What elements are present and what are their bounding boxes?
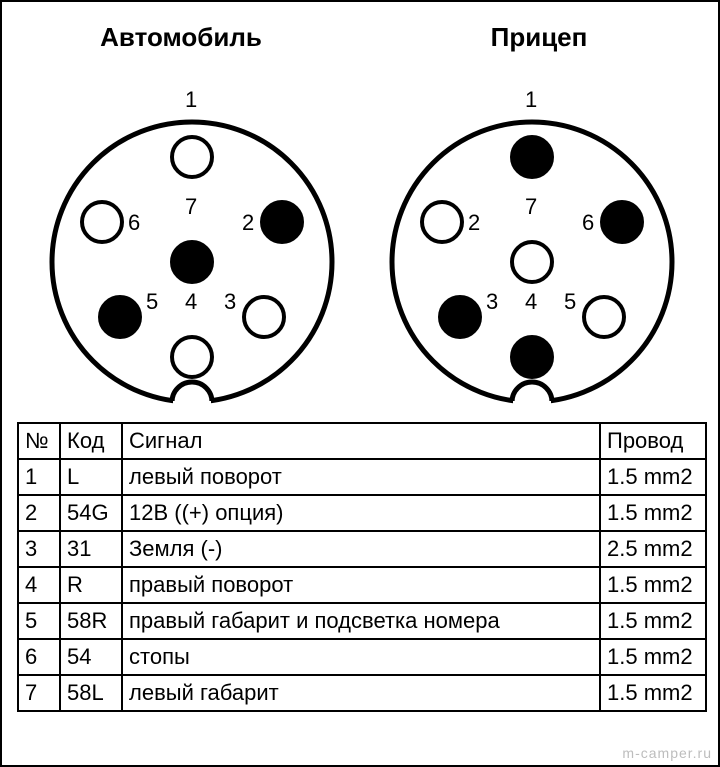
- pin-label-1: 1: [525, 87, 537, 112]
- th-code: Код: [60, 423, 122, 459]
- pin-label-5: 5: [146, 289, 158, 314]
- cell-r1-c1: 54G: [60, 495, 122, 531]
- cell-r3-c0: 4: [18, 567, 60, 603]
- watermark: m-camper.ru: [622, 745, 712, 761]
- heading-vehicle: Автомобиль: [2, 22, 360, 53]
- pin-1: [512, 137, 552, 177]
- headings-row: Автомобиль Прицеп: [2, 22, 718, 53]
- pin-label-3: 3: [224, 289, 236, 314]
- pin-label-1: 1: [185, 87, 197, 112]
- cell-r0-c2: левый поворот: [122, 459, 600, 495]
- pin-label-2: 2: [468, 210, 480, 235]
- table-row: 654стопы1.5 mm2: [18, 639, 706, 675]
- table-row: 4Rправый поворот1.5 mm2: [18, 567, 706, 603]
- diagram-area: 1 2 3 4 5 6 7 1 6 5 4 3 2 7: [2, 62, 718, 422]
- pin-5: [100, 297, 140, 337]
- pin-7: [512, 242, 552, 282]
- cell-r2-c1: 31: [60, 531, 122, 567]
- pin-label-2: 2: [242, 210, 254, 235]
- table-row: 758Lлевый габарит1.5 mm2: [18, 675, 706, 711]
- cell-r0-c0: 1: [18, 459, 60, 495]
- connector-trailer: 1 6 5 4 3 2 7: [392, 87, 672, 409]
- cell-r2-c3: 2.5 mm2: [600, 531, 706, 567]
- pin-7: [172, 242, 212, 282]
- cell-r5-c1: 54: [60, 639, 122, 675]
- cell-r0-c3: 1.5 mm2: [600, 459, 706, 495]
- cell-r5-c2: стопы: [122, 639, 600, 675]
- th-signal: Сигнал: [122, 423, 600, 459]
- pin-4: [512, 337, 552, 377]
- cell-r5-c3: 1.5 mm2: [600, 639, 706, 675]
- table-row: 1Lлевый поворот1.5 mm2: [18, 459, 706, 495]
- cell-r3-c2: правый поворот: [122, 567, 600, 603]
- cell-r4-c3: 1.5 mm2: [600, 603, 706, 639]
- th-num: №: [18, 423, 60, 459]
- pin-4: [172, 337, 212, 377]
- pin-3: [440, 297, 480, 337]
- cell-r1-c2: 12В ((+) опция): [122, 495, 600, 531]
- cell-r1-c0: 2: [18, 495, 60, 531]
- pin-table: № Код Сигнал Провод 1Lлевый поворот1.5 m…: [17, 422, 707, 712]
- th-wire: Провод: [600, 423, 706, 459]
- cell-r6-c0: 7: [18, 675, 60, 711]
- connector-vehicle: 1 2 3 4 5 6 7: [52, 87, 332, 409]
- cell-r3-c3: 1.5 mm2: [600, 567, 706, 603]
- pin-label-3: 3: [486, 289, 498, 314]
- table-row: 331Земля (-)2.5 mm2: [18, 531, 706, 567]
- cell-r6-c2: левый габарит: [122, 675, 600, 711]
- cell-r6-c3: 1.5 mm2: [600, 675, 706, 711]
- pin-label-4: 4: [185, 289, 197, 314]
- pin-6: [602, 202, 642, 242]
- pin-6: [82, 202, 122, 242]
- cell-r0-c1: L: [60, 459, 122, 495]
- table-row: 558Rправый габарит и подсветка номера1.5…: [18, 603, 706, 639]
- pin-label-7: 7: [185, 194, 197, 219]
- heading-trailer: Прицеп: [360, 22, 718, 53]
- cell-r6-c1: 58L: [60, 675, 122, 711]
- pin-1: [172, 137, 212, 177]
- pin-table-wrap: № Код Сигнал Провод 1Lлевый поворот1.5 m…: [17, 422, 707, 712]
- cell-r1-c3: 1.5 mm2: [600, 495, 706, 531]
- table-header-row: № Код Сигнал Провод: [18, 423, 706, 459]
- cell-r5-c0: 6: [18, 639, 60, 675]
- pin-label-4: 4: [525, 289, 537, 314]
- pin-label-5: 5: [564, 289, 576, 314]
- cell-r3-c1: R: [60, 567, 122, 603]
- pin-2: [262, 202, 302, 242]
- page: Автомобиль Прицеп 12345671654327 № Код С…: [0, 0, 720, 767]
- cell-r4-c0: 5: [18, 603, 60, 639]
- pin-label-6: 6: [582, 210, 594, 235]
- cell-r4-c2: правый габарит и подсветка номера: [122, 603, 600, 639]
- pin-3: [244, 297, 284, 337]
- pin-label-7: 7: [525, 194, 537, 219]
- table-row: 254G12В ((+) опция)1.5 mm2: [18, 495, 706, 531]
- cell-r4-c1: 58R: [60, 603, 122, 639]
- connector-notch: [172, 382, 212, 402]
- connectors-svg: 1 2 3 4 5 6 7 1 6 5 4 3 2 7: [2, 62, 720, 422]
- connector-notch: [512, 382, 552, 402]
- pin-label-6: 6: [128, 210, 140, 235]
- cell-r2-c0: 3: [18, 531, 60, 567]
- pin-2: [422, 202, 462, 242]
- cell-r2-c2: Земля (-): [122, 531, 600, 567]
- pin-5: [584, 297, 624, 337]
